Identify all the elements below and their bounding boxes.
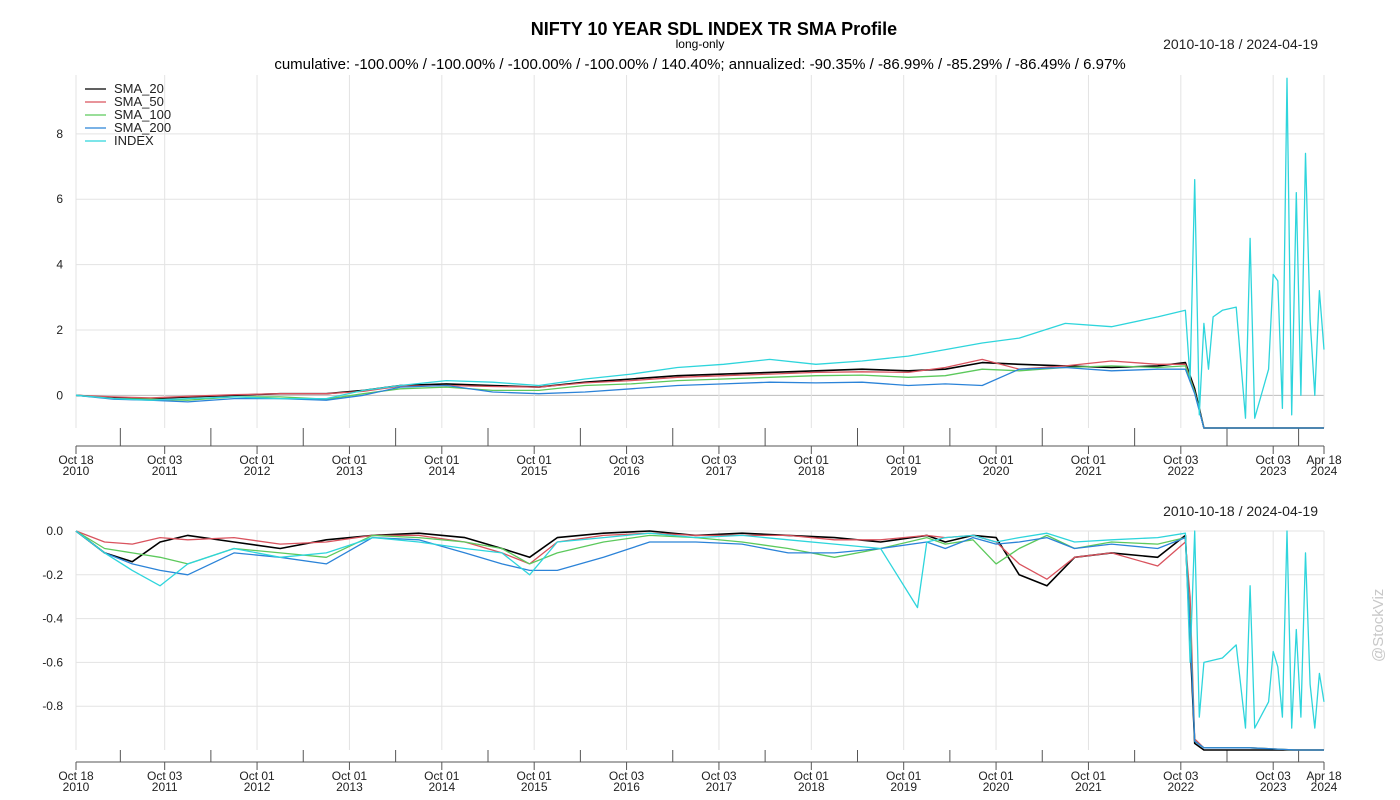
x-tick-label-year: 2010 xyxy=(63,780,90,794)
x-tick-label: Oct 03 xyxy=(1256,453,1292,467)
x-tick-label-year: 2015 xyxy=(521,464,548,478)
y-tick-label: -0.8 xyxy=(42,699,63,713)
x-tick-label: Oct 03 xyxy=(1256,769,1292,783)
x-tick-label-year: 2016 xyxy=(613,780,640,794)
x-tick-label: Oct 01 xyxy=(794,453,830,467)
chart-title: NIFTY 10 YEAR SDL INDEX TR SMA Profile xyxy=(531,19,897,39)
series-line-index xyxy=(75,77,1325,419)
x-tick-label-year: 2019 xyxy=(890,464,917,478)
x-tick-label-year: 2018 xyxy=(798,464,825,478)
x-tick-label: Oct 03 xyxy=(609,453,645,467)
legend-label: SMA_100 xyxy=(114,107,171,122)
x-tick-label-year: 2020 xyxy=(983,464,1010,478)
watermark: @StockViz xyxy=(1370,589,1387,662)
x-tick-label: Oct 01 xyxy=(239,453,275,467)
x-tick-label: Oct 03 xyxy=(609,769,645,783)
x-tick-label-year: 2024 xyxy=(1311,780,1338,794)
y-tick-label: 0.0 xyxy=(46,524,63,538)
y-tick-label: -0.2 xyxy=(42,568,63,582)
x-tick-label: Oct 18 xyxy=(58,453,94,467)
legend-label: INDEX xyxy=(114,133,154,148)
x-tick-label-year: 2012 xyxy=(244,780,271,794)
x-tick-label: Oct 01 xyxy=(886,769,922,783)
y-tick-label: -0.6 xyxy=(42,655,63,669)
x-tick-label: Apr 18 xyxy=(1306,453,1342,467)
x-tick-label-year: 2021 xyxy=(1075,780,1102,794)
x-tick-label: Oct 01 xyxy=(332,769,368,783)
legend-label: SMA_20 xyxy=(114,81,164,96)
x-tick-label-year: 2024 xyxy=(1311,464,1338,478)
x-tick-label-year: 2023 xyxy=(1260,464,1287,478)
date-range-bottom: 2010-10-18 / 2024-04-19 xyxy=(1163,503,1318,519)
x-tick-label-year: 2011 xyxy=(152,464,178,478)
x-tick-label-year: 2016 xyxy=(613,464,640,478)
x-tick-label: Oct 01 xyxy=(978,769,1014,783)
x-tick-label: Oct 01 xyxy=(424,453,460,467)
x-tick-label-year: 2018 xyxy=(798,780,825,794)
x-tick-label: Oct 03 xyxy=(701,769,737,783)
series-line-sma-20 xyxy=(75,530,1324,751)
x-tick-label-year: 2019 xyxy=(890,780,917,794)
date-range-top: 2010-10-18 / 2024-04-19 xyxy=(1163,36,1318,52)
x-tick-label-year: 2022 xyxy=(1167,780,1194,794)
series-line-index xyxy=(75,530,1325,729)
x-tick-label: Oct 01 xyxy=(1071,769,1107,783)
x-tick-label-year: 2017 xyxy=(706,780,733,794)
y-tick-label: 2 xyxy=(56,323,63,337)
x-tick-label-year: 2010 xyxy=(63,464,90,478)
x-tick-label: Oct 01 xyxy=(978,453,1014,467)
series-line-sma-50 xyxy=(75,530,1324,751)
chart-subtitle: long-only xyxy=(676,37,725,51)
y-tick-label: 0 xyxy=(56,388,63,402)
y-tick-label: 6 xyxy=(56,192,63,206)
x-tick-label: Oct 01 xyxy=(239,769,275,783)
x-tick-label: Oct 01 xyxy=(886,453,922,467)
series-line-sma-200 xyxy=(75,530,1324,751)
x-tick-label: Oct 01 xyxy=(424,769,460,783)
x-tick-label: Oct 03 xyxy=(147,769,183,783)
x-tick-label: Oct 01 xyxy=(332,453,368,467)
x-tick-label: Oct 01 xyxy=(517,453,553,467)
legend-label: SMA_50 xyxy=(114,94,164,109)
x-tick-label: Oct 03 xyxy=(701,453,737,467)
series-line-sma-100 xyxy=(75,365,1324,429)
x-tick-label-year: 2015 xyxy=(521,780,548,794)
x-tick-label-year: 2013 xyxy=(336,780,363,794)
series-line-sma-50 xyxy=(75,358,1324,429)
x-tick-label: Apr 18 xyxy=(1306,769,1342,783)
x-tick-label: Oct 03 xyxy=(1163,453,1199,467)
x-tick-label-year: 2020 xyxy=(983,780,1010,794)
stats-line: cumulative: -100.00% / -100.00% / -100.0… xyxy=(274,56,1125,73)
x-tick-label-year: 2014 xyxy=(428,464,455,478)
x-tick-label-year: 2012 xyxy=(244,464,271,478)
x-tick-label-year: 2023 xyxy=(1260,780,1287,794)
x-tick-label-year: 2022 xyxy=(1167,464,1194,478)
x-tick-label: Oct 01 xyxy=(1071,453,1107,467)
x-tick-label: Oct 01 xyxy=(794,769,830,783)
series-line-sma-100 xyxy=(75,530,1324,751)
legend-label: SMA_200 xyxy=(114,120,171,135)
x-tick-label: Oct 03 xyxy=(147,453,183,467)
x-tick-label-year: 2011 xyxy=(152,780,178,794)
x-tick-label-year: 2017 xyxy=(706,464,733,478)
x-tick-label-year: 2021 xyxy=(1075,464,1102,478)
x-tick-label: Oct 03 xyxy=(1163,769,1199,783)
x-tick-label: Oct 01 xyxy=(517,769,553,783)
y-tick-label: -0.4 xyxy=(42,612,63,626)
y-tick-label: 8 xyxy=(56,127,63,141)
x-tick-label-year: 2013 xyxy=(336,464,363,478)
x-tick-label-year: 2014 xyxy=(428,780,455,794)
y-tick-label: 4 xyxy=(56,258,63,272)
x-tick-label: Oct 18 xyxy=(58,769,94,783)
